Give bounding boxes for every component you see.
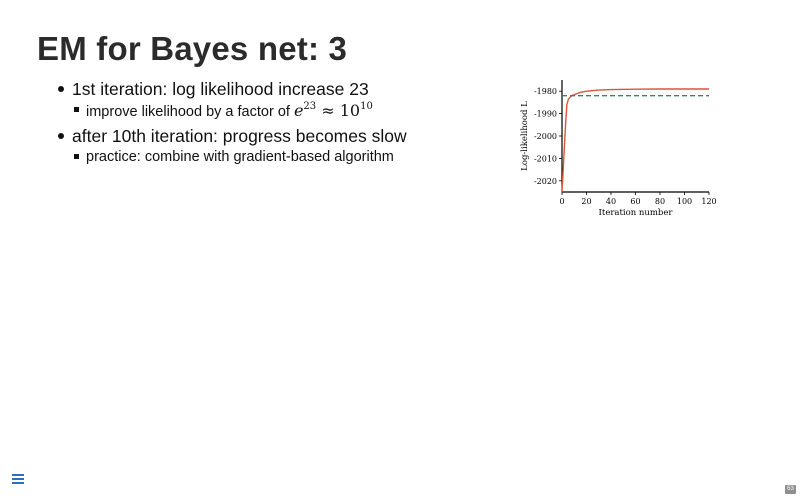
sub-bullet-item: improve likelihood by a factor of e23 ≈ … — [72, 100, 498, 123]
bullet-text: 1st iteration: log likelihood increase 2… — [72, 79, 369, 99]
math-base-2: 10 — [339, 101, 361, 120]
math-exponent: 23 — [303, 101, 317, 112]
x-tick-label: 100 — [677, 197, 692, 206]
bullet-list: 1st iteration: log likelihood increase 2… — [58, 78, 498, 170]
menu-icon-bar — [12, 474, 24, 476]
bullet-item: after 10th iteration: progress becomes s… — [58, 125, 498, 168]
math-exponent-2: 10 — [360, 101, 373, 112]
math-expression: e23 ≈ 1010 — [294, 101, 373, 120]
slide-title: EM for Bayes net: 3 — [37, 30, 348, 67]
sub-bullet-text: improve likelihood by a factor of — [86, 104, 294, 120]
page-number: 63 — [785, 485, 796, 494]
menu-icon[interactable] — [12, 474, 24, 484]
sub-bullet-item: practice: combine with gradient-based al… — [72, 147, 498, 168]
x-tick-label: 40 — [606, 197, 616, 206]
sub-bullet-text: practice: combine with gradient-based al… — [86, 149, 394, 165]
y-axis-title: Log-likelihood L — [520, 101, 530, 171]
math-base: e — [293, 101, 304, 120]
bullet-item: 1st iteration: log likelihood increase 2… — [58, 78, 498, 123]
y-tick-label: -2020 — [534, 177, 557, 186]
x-tick-label: 60 — [630, 197, 640, 206]
x-tick-label: 20 — [581, 197, 591, 206]
menu-icon-bar — [12, 478, 24, 480]
x-tick-label: 120 — [701, 197, 716, 206]
math-approx-symbol: ≈ — [321, 101, 335, 120]
y-tick-label: -2010 — [534, 154, 557, 163]
x-tick-label: 80 — [655, 197, 665, 206]
sub-bullet-list: practice: combine with gradient-based al… — [72, 147, 498, 168]
log-likelihood-chart: 0 20 40 60 80 100 120 -1980 -1990 -2000 -2010 -2020… — [520, 80, 717, 218]
y-tick-label: -1980 — [534, 87, 557, 96]
sub-bullet-list: improve likelihood by a factor of e23 ≈ … — [72, 100, 498, 123]
menu-icon-bar — [12, 482, 24, 484]
y-tick-label: -1990 — [534, 110, 557, 119]
x-axis-title: Iteration number — [599, 208, 674, 218]
log-likelihood-curve — [561, 88, 709, 193]
y-tick-label: -2000 — [534, 132, 557, 141]
bullet-text: after 10th iteration: progress becomes s… — [72, 126, 407, 146]
x-tick-label: 0 — [559, 197, 564, 206]
